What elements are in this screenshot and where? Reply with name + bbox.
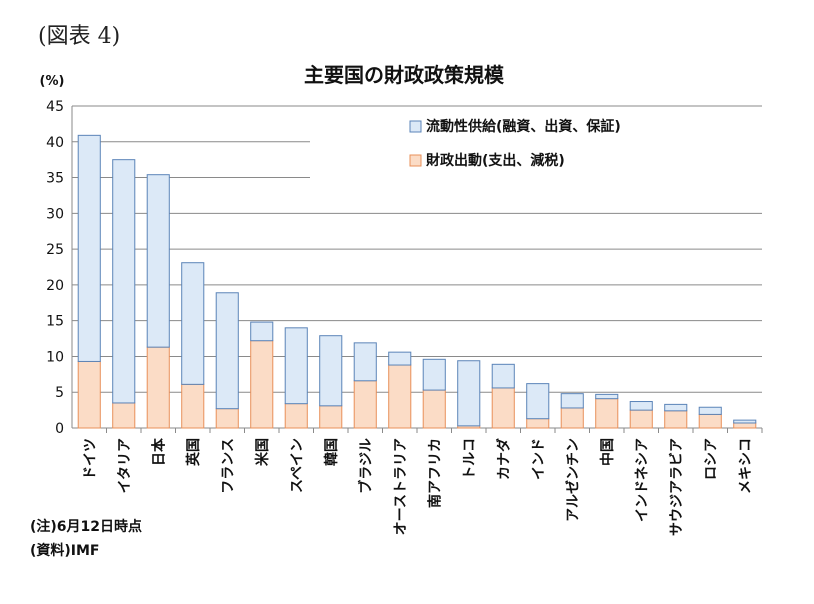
bar-fiscal bbox=[181, 383, 205, 429]
legend-swatch-liquidity bbox=[409, 120, 422, 133]
bar-fiscal bbox=[388, 364, 412, 429]
y-tick-label: 0 bbox=[55, 421, 64, 437]
legend-swatch-fiscal bbox=[409, 154, 422, 167]
bar-liquidity bbox=[388, 351, 412, 366]
x-tick-label: 中国 bbox=[599, 438, 616, 466]
y-tick-label: 35 bbox=[46, 171, 64, 187]
y-axis-ticks: 0 5 10 15 20 25 30 35 40 45 bbox=[46, 99, 64, 437]
bar-liquidity bbox=[664, 403, 688, 412]
legend-background bbox=[310, 110, 762, 184]
bar-fiscal bbox=[77, 360, 101, 429]
x-tick-label: インドネシア bbox=[634, 438, 650, 522]
x-tick-label: スペイン bbox=[289, 438, 305, 493]
bar-liquidity bbox=[595, 393, 619, 400]
x-tick-label: 米国 bbox=[254, 438, 271, 466]
bar-liquidity bbox=[250, 321, 274, 342]
legend: 流動性供給(融資、出資、保証) 財政出動(支出、減税) bbox=[310, 110, 762, 184]
bar-liquidity bbox=[319, 335, 343, 407]
x-tick-label: オーストラリア bbox=[393, 438, 409, 535]
source-text: (資料)IMF bbox=[30, 543, 100, 559]
legend-label-fiscal: 財政出動(支出、減税) bbox=[425, 152, 565, 169]
y-tick-label: 25 bbox=[46, 242, 64, 258]
legend-label-liquidity: 流動性供給(融資、出資、保証) bbox=[426, 118, 621, 135]
bar-fiscal bbox=[112, 402, 136, 429]
bar-liquidity bbox=[629, 401, 653, 411]
bar-fiscal bbox=[284, 403, 308, 429]
x-tick-label: ドイツ bbox=[82, 438, 98, 480]
y-tick-label: 15 bbox=[46, 314, 64, 330]
y-tick-label: 40 bbox=[46, 135, 64, 151]
bar-fiscal bbox=[698, 413, 722, 429]
chart-title: 主要国の財政政策規模 bbox=[304, 63, 505, 87]
y-tick-label: 20 bbox=[46, 278, 64, 294]
bar-liquidity bbox=[526, 383, 550, 420]
bar-liquidity bbox=[491, 363, 515, 389]
bar-liquidity bbox=[284, 327, 308, 405]
x-tick-label: 英国 bbox=[185, 438, 202, 467]
note-text: (注)6月12日時点 bbox=[30, 519, 143, 535]
y-tick-label: 5 bbox=[55, 385, 64, 401]
bar-liquidity bbox=[215, 292, 239, 410]
x-tick-label: ロシア bbox=[703, 438, 719, 480]
bar-fiscal bbox=[250, 340, 274, 429]
bar-fiscal bbox=[733, 422, 757, 429]
x-tick-label: カナダ bbox=[495, 438, 512, 480]
bars bbox=[77, 134, 757, 429]
x-tick-label: 日本 bbox=[150, 437, 167, 466]
x-tick-label: インド bbox=[531, 438, 547, 480]
bar-fiscal bbox=[146, 346, 170, 429]
x-tick-label: フランス bbox=[220, 438, 236, 494]
x-tick-label: 韓国 bbox=[323, 438, 340, 466]
x-tick-label: ブラジル bbox=[357, 438, 374, 494]
bar-liquidity bbox=[422, 358, 446, 391]
x-tick-label: サウジアラビア bbox=[669, 438, 685, 536]
bar-liquidity bbox=[181, 262, 205, 385]
bar-fiscal bbox=[319, 405, 343, 429]
y-tick-label: 45 bbox=[46, 99, 64, 115]
bar-fiscal bbox=[560, 407, 584, 429]
bar-liquidity bbox=[146, 174, 170, 348]
bar-fiscal bbox=[491, 387, 515, 429]
bar-fiscal bbox=[629, 409, 653, 429]
bar-fiscal bbox=[353, 380, 377, 429]
bar-fiscal bbox=[526, 418, 550, 429]
x-tick-label: 南アフリカ bbox=[426, 438, 443, 508]
y-axis-unit-label: (%) bbox=[40, 74, 65, 89]
x-tick-label: トルコ bbox=[462, 438, 478, 480]
bar-liquidity bbox=[353, 342, 377, 382]
x-tick-label: メキシコ bbox=[738, 438, 754, 494]
bar-fiscal bbox=[215, 408, 239, 429]
bar-liquidity bbox=[77, 134, 101, 362]
bar-fiscal bbox=[422, 389, 446, 429]
bar-liquidity bbox=[698, 406, 722, 415]
bar-liquidity bbox=[560, 393, 584, 409]
bar-liquidity bbox=[457, 360, 481, 427]
y-tick-label: 10 bbox=[46, 349, 64, 365]
bar-liquidity bbox=[733, 419, 757, 424]
x-axis-labels: ドイツ イタリア 日本 英国 フランス 米国 スペイン 韓国 ブラジル オーストラリア 南アフリカ ト… bbox=[82, 437, 754, 536]
bar-fiscal bbox=[595, 398, 619, 429]
bar-liquidity bbox=[112, 159, 136, 404]
x-tick-label: アルゼンチン bbox=[564, 438, 581, 522]
bar-fiscal bbox=[664, 410, 688, 429]
figure-label: (図表 4) bbox=[38, 24, 121, 49]
y-tick-label: 30 bbox=[46, 206, 64, 222]
x-tick-label: イタリア bbox=[117, 438, 133, 493]
